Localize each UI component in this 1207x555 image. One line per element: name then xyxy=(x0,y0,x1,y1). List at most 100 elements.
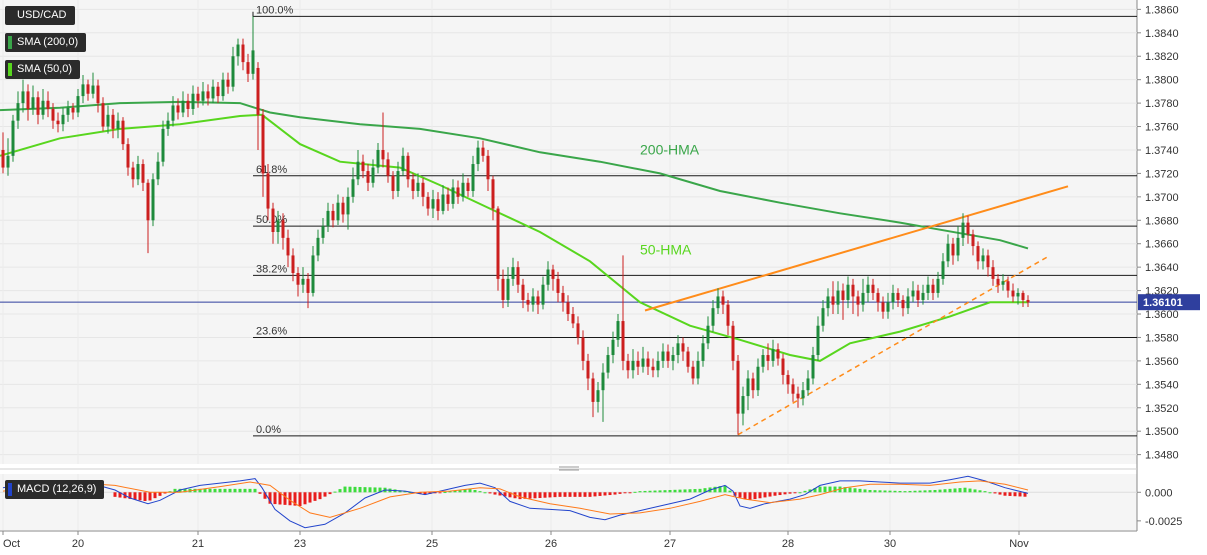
candle[interactable] xyxy=(136,155,140,186)
candle[interactable] xyxy=(656,351,660,378)
candle[interactable] xyxy=(796,386,800,408)
candle[interactable] xyxy=(251,16,255,80)
candle[interactable] xyxy=(186,93,190,118)
candle[interactable] xyxy=(486,149,490,191)
candle[interactable] xyxy=(416,173,420,197)
candle[interactable] xyxy=(516,261,520,293)
candle[interactable] xyxy=(506,267,510,307)
candle[interactable] xyxy=(401,147,405,176)
candle[interactable] xyxy=(811,346,815,385)
candle[interactable] xyxy=(576,316,580,345)
candle[interactable] xyxy=(1021,290,1025,307)
candle[interactable] xyxy=(81,74,85,104)
candle[interactable] xyxy=(146,179,150,254)
candle[interactable] xyxy=(931,278,935,300)
candle[interactable] xyxy=(101,97,105,132)
candle[interactable] xyxy=(676,335,680,364)
candle[interactable] xyxy=(476,140,480,172)
candle[interactable] xyxy=(991,260,995,286)
sma50-legend[interactable]: SMA (50,0) xyxy=(5,60,81,79)
candle[interactable] xyxy=(26,84,30,121)
candle[interactable] xyxy=(126,138,130,176)
candle[interactable] xyxy=(591,372,595,418)
candle[interactable] xyxy=(716,288,720,315)
candle[interactable] xyxy=(776,343,780,366)
candle[interactable] xyxy=(846,276,850,309)
candle[interactable] xyxy=(466,178,470,197)
candle[interactable] xyxy=(541,276,545,310)
candle[interactable] xyxy=(941,253,945,285)
candle[interactable] xyxy=(106,105,110,134)
candle[interactable] xyxy=(856,290,860,317)
candle[interactable] xyxy=(341,196,345,223)
candle[interactable] xyxy=(596,381,600,413)
candle[interactable] xyxy=(321,217,325,244)
candle[interactable] xyxy=(501,269,505,309)
candle[interactable] xyxy=(21,79,25,113)
candle[interactable] xyxy=(836,281,840,315)
candle[interactable] xyxy=(766,343,770,371)
candle[interactable] xyxy=(301,267,305,293)
candle[interactable] xyxy=(231,46,235,92)
candle[interactable] xyxy=(366,164,370,191)
candle[interactable] xyxy=(616,314,620,347)
candle[interactable] xyxy=(216,82,220,104)
candle[interactable] xyxy=(581,330,585,371)
candle[interactable] xyxy=(411,173,415,200)
candle[interactable] xyxy=(741,386,745,426)
candle[interactable] xyxy=(296,267,300,297)
candle[interactable] xyxy=(746,370,750,411)
candle[interactable] xyxy=(881,296,885,319)
candle[interactable] xyxy=(906,288,910,315)
candle[interactable] xyxy=(156,152,160,186)
candle[interactable] xyxy=(41,89,45,120)
candle[interactable] xyxy=(131,161,135,188)
candle[interactable] xyxy=(291,248,295,282)
candle[interactable] xyxy=(851,278,855,315)
candle[interactable] xyxy=(391,171,395,200)
candle[interactable] xyxy=(196,86,200,108)
candle[interactable] xyxy=(696,351,700,385)
candle[interactable] xyxy=(1,132,5,174)
candle[interactable] xyxy=(686,346,690,373)
candle[interactable] xyxy=(821,299,825,332)
candle[interactable] xyxy=(976,241,980,270)
candle[interactable] xyxy=(316,229,320,262)
candle[interactable] xyxy=(436,192,440,221)
candle[interactable] xyxy=(781,353,785,385)
candle[interactable] xyxy=(681,337,685,361)
candle[interactable] xyxy=(46,91,50,118)
candle[interactable] xyxy=(916,284,920,307)
candle[interactable] xyxy=(951,237,955,265)
candle[interactable] xyxy=(56,112,60,133)
candle[interactable] xyxy=(161,120,165,167)
candle[interactable] xyxy=(271,202,275,244)
candle[interactable] xyxy=(691,360,695,385)
candle[interactable] xyxy=(241,38,245,71)
candle[interactable] xyxy=(441,185,445,215)
candle[interactable] xyxy=(816,316,820,361)
candle[interactable] xyxy=(1016,288,1020,305)
candle[interactable] xyxy=(356,149,360,186)
candle[interactable] xyxy=(11,114,15,162)
sma200-legend[interactable]: SMA (200,0) xyxy=(5,33,87,52)
candle[interactable] xyxy=(626,353,630,379)
candle[interactable] xyxy=(386,152,390,183)
candle[interactable] xyxy=(636,351,640,375)
candle[interactable] xyxy=(76,89,80,118)
candle[interactable] xyxy=(286,229,290,268)
candle[interactable] xyxy=(706,316,710,350)
candle[interactable] xyxy=(651,358,655,378)
candle[interactable] xyxy=(281,213,285,250)
candle[interactable] xyxy=(601,363,605,422)
candle[interactable] xyxy=(666,344,670,368)
candle[interactable] xyxy=(421,178,425,207)
candle[interactable] xyxy=(961,213,965,247)
candle[interactable] xyxy=(51,103,55,129)
symbol-legend[interactable]: USD/CAD xyxy=(5,6,75,25)
candle[interactable] xyxy=(756,358,760,397)
candle[interactable] xyxy=(61,107,65,132)
candle[interactable] xyxy=(526,292,530,312)
candle[interactable] xyxy=(771,339,775,367)
